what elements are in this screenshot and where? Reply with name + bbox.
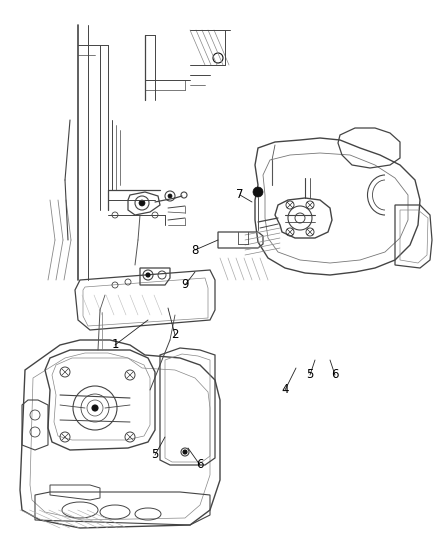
Text: 8: 8 [191, 244, 198, 256]
Text: 7: 7 [236, 189, 243, 201]
Text: 6: 6 [196, 458, 203, 472]
Text: 2: 2 [171, 328, 178, 342]
Text: 4: 4 [281, 384, 288, 397]
Circle shape [146, 273, 150, 277]
Circle shape [139, 200, 145, 206]
Text: 5: 5 [151, 448, 158, 462]
Circle shape [168, 194, 172, 198]
Circle shape [183, 450, 187, 454]
Text: 1: 1 [111, 338, 119, 351]
Circle shape [252, 187, 262, 197]
Text: 9: 9 [181, 279, 188, 292]
Circle shape [92, 405, 98, 411]
Text: 6: 6 [331, 368, 338, 382]
Text: 5: 5 [306, 368, 313, 382]
